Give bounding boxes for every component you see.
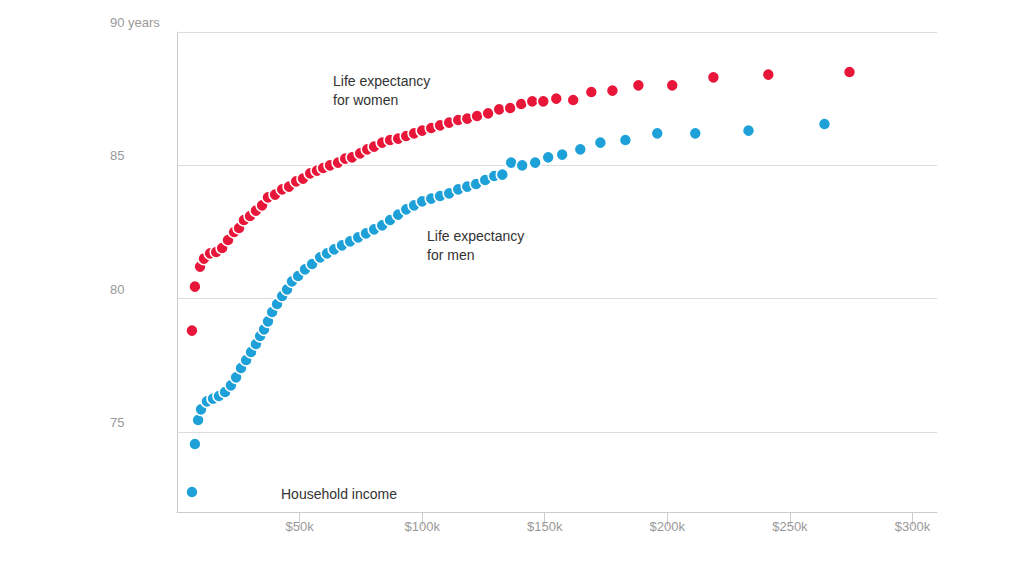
svg-text:$200k: $200k	[650, 519, 686, 534]
svg-text:90 years: 90 years	[110, 15, 160, 30]
svg-text:$150k: $150k	[527, 519, 563, 534]
svg-text:$300k: $300k	[895, 519, 931, 534]
svg-text:75: 75	[110, 415, 124, 430]
svg-text:for men: for men	[427, 247, 474, 263]
svg-text:$250k: $250k	[772, 519, 808, 534]
svg-text:80: 80	[110, 282, 124, 297]
svg-text:85: 85	[110, 148, 124, 163]
svg-text:Household income: Household income	[281, 486, 397, 502]
svg-text:Life expectancy: Life expectancy	[427, 228, 528, 244]
svg-text:$100k: $100k	[404, 519, 440, 534]
svg-text:for women: for women	[333, 92, 398, 108]
svg-text:Life expectancy: Life expectancy	[333, 73, 434, 89]
svg-text:$50k: $50k	[285, 519, 314, 534]
